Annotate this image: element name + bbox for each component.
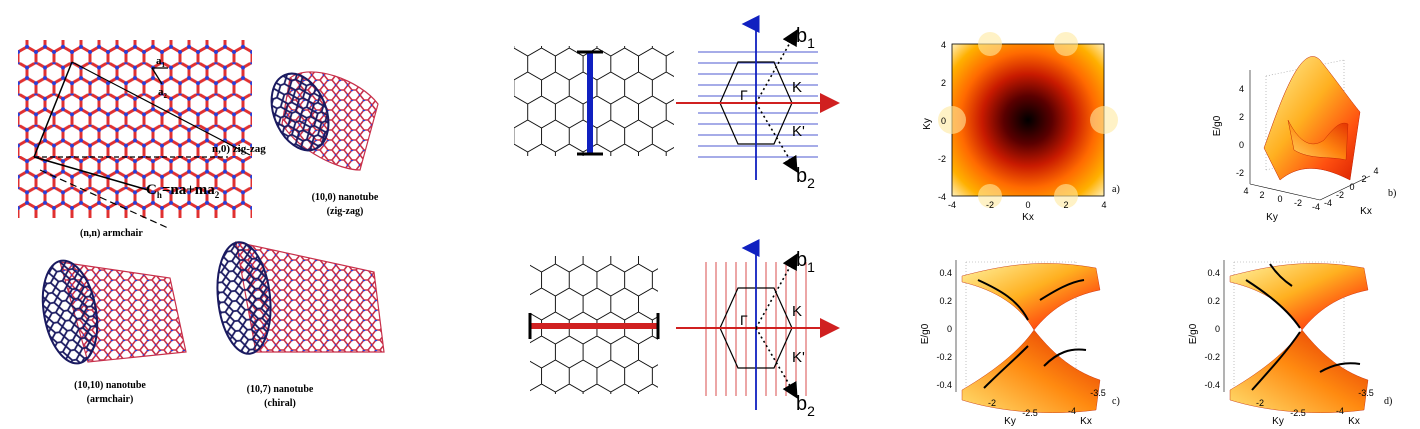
plot-c-xtick-0: -4	[1068, 406, 1076, 416]
tube-10-7-caption-1: (10,7) nanotube	[247, 384, 314, 395]
plot-a-xtick-1: -2	[986, 200, 994, 210]
plot-b-xlabel: Kx	[1360, 206, 1372, 217]
plot-b-ytick-0: 4	[1243, 186, 1248, 196]
tube-10-10-caption-2: (armchair)	[87, 394, 134, 405]
bottom-b1-label: b1	[796, 249, 815, 275]
plot-c-ztick-2: 0	[947, 324, 952, 334]
plot-d-xtick-0: -4	[1336, 406, 1344, 416]
plot-d-zlabel: E/g0	[1188, 323, 1199, 344]
tube-10-0-caption-2: (zig-zag)	[327, 206, 364, 217]
plot-d-ztick-0: 0.4	[1207, 268, 1220, 278]
plot-d-ztick-3: -0.2	[1204, 352, 1220, 362]
tube-10-0-caption-1: (10,0) nanotube	[312, 192, 379, 203]
graphene-sheet	[18, 40, 252, 218]
plot-c-tag: c)	[1112, 396, 1120, 407]
plot-c-ztick-4: -0.4	[936, 380, 952, 390]
plot-d-ytick-0: -2	[1256, 398, 1264, 408]
plot-a-ytick-0: 4	[941, 40, 946, 50]
plot-c-xtick-1: -3.5	[1090, 388, 1106, 398]
plot-c	[955, 260, 1101, 413]
brillouin-zone-figure: b1 b2 Γ K K' b1 b2 Γ K K'	[514, 15, 840, 419]
plot-b-xtick-4: 4	[1373, 166, 1378, 176]
plot-a-ytick-4: -4	[938, 192, 946, 202]
plot-d-xlabel: Kx	[1348, 416, 1360, 427]
plot-a-ytick-1: 2	[941, 78, 946, 88]
plot-d	[1223, 260, 1369, 413]
plot-a-xlabel: Kx	[1022, 212, 1034, 223]
plot-c-ztick-3: -0.2	[936, 352, 952, 362]
plot-c-zlabel: E/g0	[920, 323, 931, 344]
top-kprime-label: K'	[792, 123, 805, 140]
zigzag-lattice	[514, 46, 674, 156]
plot-b-ytick-2: 0	[1277, 194, 1282, 204]
armchair-direction-label: (n,n) armchair	[80, 228, 143, 239]
plot-c-ztick-1: 0.2	[939, 296, 952, 306]
tube-10-7-caption-2: (chiral)	[264, 398, 296, 409]
zigzag-direction-label: n,0) zig-zag	[212, 143, 266, 155]
plot-a-xtick-2: 0	[1025, 200, 1030, 210]
chiral-vector-label: Ch=na+ma2	[146, 182, 220, 200]
armchair-brillouin-zone	[676, 239, 840, 410]
top-gamma-label: Γ	[740, 87, 748, 103]
bottom-gamma-label: Γ	[740, 312, 748, 328]
chiral-vector-construction	[33, 61, 251, 229]
nanotube-figure: a1 a2 n,0) zig-zag Ch=na+ma2 (n,n) armch…	[18, 40, 385, 409]
bottom-kprime-label: K'	[792, 349, 805, 366]
plot-d-ylabel: Ky	[1272, 416, 1284, 427]
plot-a-ytick-3: -2	[938, 154, 946, 164]
plot-d-ztick-4: -0.4	[1204, 380, 1220, 390]
plot-b-zlabel: E/g0	[1212, 115, 1223, 136]
plot-b-ztick-0: 4	[1239, 84, 1244, 94]
plot-c-ztick-0: 0.4	[939, 268, 952, 278]
plot-b-tag: b)	[1388, 188, 1396, 199]
vector-a2-label: a2	[158, 86, 168, 100]
band-structure-figure: -4 -2 0 2 4 4 2 0 -2 -4 Kx Ky a) 4 2 0 -…	[920, 32, 1396, 427]
plot-a	[938, 32, 1118, 208]
plot-c-ytick-1: -2.5	[1022, 408, 1038, 418]
plot-b-ytick-4: -4	[1312, 202, 1320, 212]
plot-b-ztick-3: -2	[1236, 168, 1244, 178]
plot-b-xtick-0: -4	[1324, 198, 1332, 208]
plot-b-xtick-2: 0	[1349, 182, 1354, 192]
plot-a-ytick-2: 0	[941, 116, 946, 126]
plot-a-tag: a)	[1112, 184, 1120, 195]
plot-d-tag: d)	[1384, 396, 1392, 407]
plot-b	[1249, 56, 1371, 201]
top-b2-label: b2	[796, 165, 815, 191]
nanotube-10-7	[216, 241, 385, 355]
plot-d-ytick-1: -2.5	[1290, 408, 1306, 418]
bottom-b2-label: b2	[796, 393, 815, 419]
plot-c-ytick-0: -2	[988, 398, 996, 408]
plot-c-xlabel: Kx	[1080, 416, 1092, 427]
plot-d-xtick-1: -3.5	[1358, 388, 1374, 398]
plot-b-ztick-1: 2	[1239, 112, 1244, 122]
plot-c-ylabel: Ky	[1004, 416, 1016, 427]
plot-b-ytick-3: -2	[1294, 198, 1302, 208]
plot-b-ytick-1: 2	[1259, 190, 1264, 200]
armchair-lattice	[528, 256, 660, 394]
nanotube-10-10	[41, 259, 187, 365]
plot-a-xtick-4: 4	[1101, 200, 1106, 210]
plot-b-xtick-3: 2	[1361, 174, 1366, 184]
plot-b-ztick-2: 0	[1239, 140, 1244, 150]
top-k-label: K	[792, 79, 802, 96]
nanotube-10-0	[270, 71, 379, 171]
plot-d-ztick-1: 0.2	[1207, 296, 1220, 306]
plot-a-ylabel: Ky	[922, 118, 933, 130]
plot-a-xtick-3: 2	[1063, 200, 1068, 210]
zigzag-brillouin-zone	[676, 15, 840, 180]
top-b1-label: b1	[796, 25, 815, 51]
plot-d-ztick-2: 0	[1215, 324, 1220, 334]
vector-a1-label: a1	[156, 55, 166, 69]
plot-b-ylabel: Ky	[1266, 212, 1278, 223]
plot-b-xtick-1: -2	[1336, 190, 1344, 200]
plot-a-xtick-0: -4	[948, 200, 956, 210]
tube-10-10-caption-1: (10,10) nanotube	[74, 380, 146, 391]
bottom-k-label: K	[792, 303, 802, 320]
